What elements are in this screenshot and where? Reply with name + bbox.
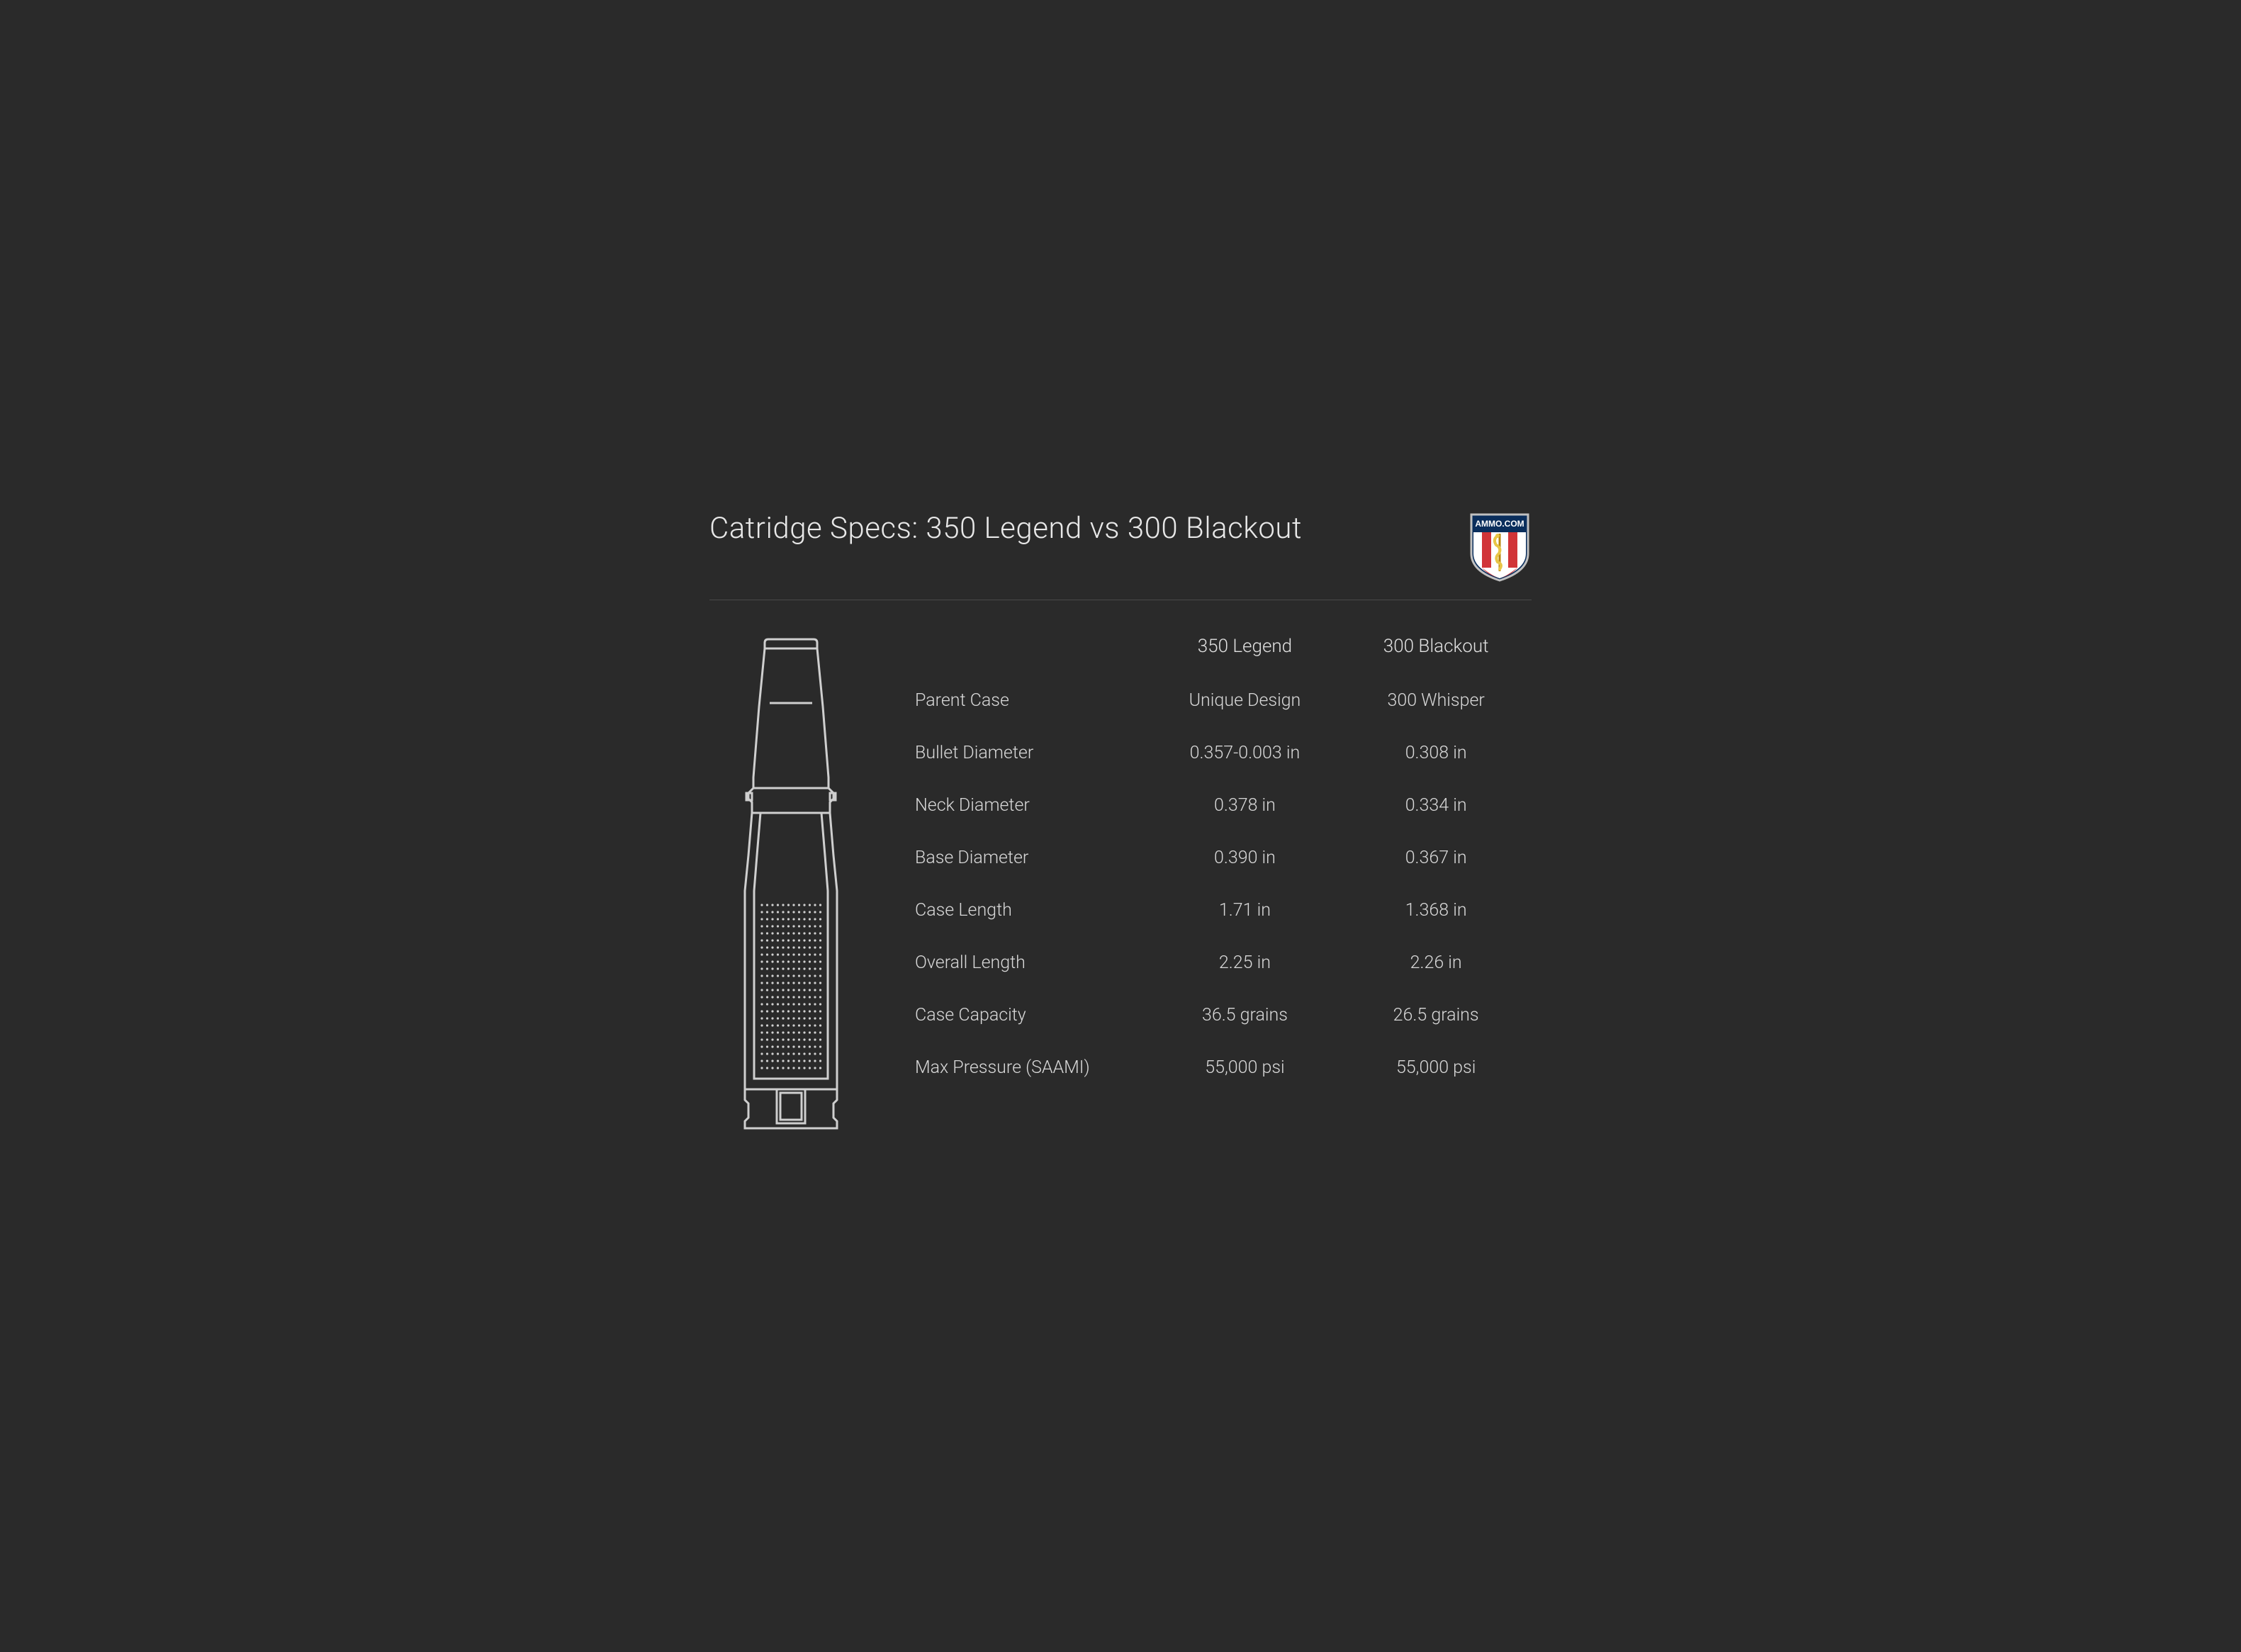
spec-row: Base Diameter0.390 in0.367 in <box>901 832 1532 884</box>
column-header-2: 300 Blackout <box>1340 636 1532 657</box>
ammo-logo: AMMO.COM <box>1468 511 1532 582</box>
spec-value-col1: 2.25 in <box>1150 953 1341 973</box>
spec-value-col1: Unique Design <box>1150 690 1341 711</box>
spec-value-col1: 36.5 grains <box>1150 1005 1341 1026</box>
spec-value-col1: 0.390 in <box>1150 848 1341 868</box>
spec-value-col2: 1.368 in <box>1340 900 1532 921</box>
spec-row: Bullet Diameter0.357-0.003 in0.308 in <box>901 727 1532 780</box>
spec-row: Case Capacity36.5 grains26.5 grains <box>901 989 1532 1042</box>
spec-value-col2: 0.308 in <box>1340 743 1532 763</box>
spec-rows-container: Parent CaseUnique Design300 WhisperBulle… <box>901 675 1532 1094</box>
spec-label: Bullet Diameter <box>901 743 1150 764</box>
spec-label: Max Pressure (SAAMI) <box>901 1057 1150 1079</box>
spec-label: Neck Diameter <box>901 795 1150 816</box>
spec-value-col2: 55,000 psi <box>1340 1057 1532 1078</box>
spec-value-col2: 0.334 in <box>1340 795 1532 816</box>
spec-label: Case Length <box>901 900 1150 921</box>
cartridge-cross-section-icon <box>709 636 872 1132</box>
logo-shield-icon: AMMO.COM <box>1468 511 1532 582</box>
spec-value-col2: 2.26 in <box>1340 953 1532 973</box>
spec-label: Case Capacity <box>901 1005 1150 1026</box>
spec-value-col1: 55,000 psi <box>1150 1057 1341 1078</box>
spec-value-col2: 0.367 in <box>1340 848 1532 868</box>
cartridge-diagram <box>709 622 872 1135</box>
spec-label: Parent Case <box>901 690 1150 712</box>
spec-row: Max Pressure (SAAMI)55,000 psi55,000 psi <box>901 1042 1532 1094</box>
column-header-1: 350 Legend <box>1150 636 1341 657</box>
page-title: Catridge Specs: 350 Legend vs 300 Blacko… <box>709 511 1302 546</box>
spec-row: Neck Diameter0.378 in0.334 in <box>901 780 1532 832</box>
spec-row: Case Length1.71 in1.368 in <box>901 884 1532 937</box>
spec-row: Overall Length2.25 in2.26 in <box>901 937 1532 989</box>
spec-table: 350 Legend 300 Blackout Parent CaseUniqu… <box>901 622 1532 1135</box>
spec-label: Base Diameter <box>901 848 1150 869</box>
spec-value-col2: 300 Whisper <box>1340 690 1532 711</box>
table-header-row: 350 Legend 300 Blackout <box>901 622 1532 675</box>
spec-row: Parent CaseUnique Design300 Whisper <box>901 675 1532 727</box>
spec-value-col1: 1.71 in <box>1150 900 1341 921</box>
spec-value-col2: 26.5 grains <box>1340 1005 1532 1026</box>
spec-value-col1: 0.378 in <box>1150 795 1341 816</box>
header-row: Catridge Specs: 350 Legend vs 300 Blacko… <box>709 511 1532 600</box>
logo-text: AMMO.COM <box>1475 519 1524 529</box>
spec-value-col1: 0.357-0.003 in <box>1150 743 1341 763</box>
content-row: 350 Legend 300 Blackout Parent CaseUniqu… <box>709 622 1532 1135</box>
spec-label: Overall Length <box>901 953 1150 974</box>
spec-card: Catridge Specs: 350 Legend vs 300 Blacko… <box>674 483 1567 1170</box>
